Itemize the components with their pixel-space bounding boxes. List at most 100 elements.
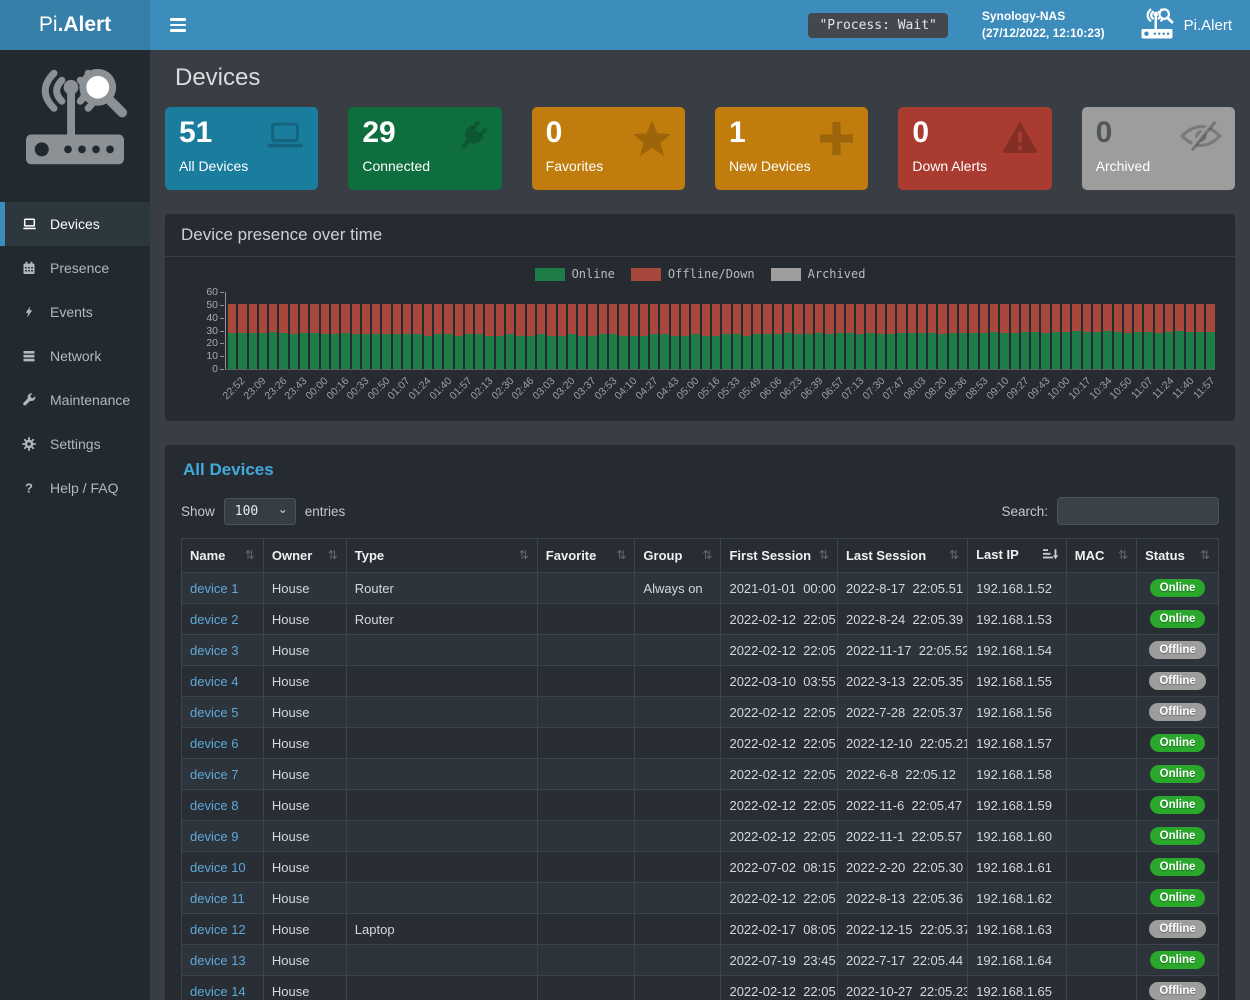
device-link[interactable]: device 11 (190, 890, 245, 906)
status-badge[interactable]: Online (1149, 796, 1206, 814)
device-link[interactable]: device 3 (190, 642, 239, 658)
status-badge[interactable]: Online (1149, 827, 1206, 845)
device-link[interactable]: device 10 (190, 859, 246, 875)
y-axis-tick-label: 50 (186, 299, 224, 311)
status-badge[interactable]: Online (1149, 889, 1206, 907)
column-header-label: Name (190, 548, 226, 563)
column-header-type[interactable]: ⇅ Type (345, 538, 538, 573)
sort-amount-asc-icon (1042, 548, 1058, 564)
sidebar-item-network[interactable]: Network (0, 334, 150, 378)
status-badge[interactable]: Offline (1149, 641, 1206, 659)
legend-item[interactable]: Offline/Down (630, 267, 755, 281)
device-link[interactable]: device 2 (190, 611, 239, 627)
status-badge[interactable]: Online (1149, 951, 1206, 969)
app-brand[interactable]: Pi.Alert (1139, 7, 1232, 43)
chart-bar (413, 292, 422, 369)
table-title: All Devices (183, 460, 274, 479)
sidebar-item-label: Maintenance (50, 392, 131, 408)
sidebar-item-devices[interactable]: Devices (0, 202, 150, 246)
status-badge[interactable]: Offline (1149, 982, 1206, 1000)
legend-item[interactable]: Archived (770, 267, 865, 281)
card-new-devices[interactable]: 1 New Devices (714, 107, 869, 190)
status-badge[interactable]: Offline (1149, 703, 1206, 721)
cell-owner: House (262, 727, 347, 759)
app-logo[interactable]: Pi .Alert (0, 0, 150, 50)
column-header-first-session[interactable]: ⇅ First Session (720, 538, 838, 573)
devices-table-header-row: ⇅ Name ⇅ Owner ⇅ Type ⇅ Favorite ⇅ Group ⇅ First Se… (181, 538, 1219, 573)
pialert-router-search-logo (0, 50, 150, 180)
card-all-devices[interactable]: 51 All Devices (165, 107, 319, 190)
cell-favorite (536, 665, 636, 697)
card-value: 0 (1095, 116, 1113, 149)
cell-group (634, 603, 722, 635)
sidebar-item-events[interactable]: Events (0, 290, 150, 334)
entries-label: entries (304, 503, 346, 519)
column-header-mac[interactable]: ⇅ MAC (1065, 538, 1138, 573)
cell-last-session: 2022-7-17 22:05.44 (836, 944, 969, 976)
chart-bar (1206, 292, 1215, 369)
status-badge[interactable]: Online (1149, 579, 1206, 597)
sidebar-item-maintenance[interactable]: Maintenance (0, 378, 150, 422)
card-connected[interactable]: 29 Connected (348, 107, 502, 190)
x-axis-tick-label: 04:10 (612, 375, 640, 403)
x-axis-tick-label: 01:07 (385, 375, 413, 403)
status-badge[interactable]: Offline (1149, 672, 1206, 690)
cell-first-session: 2022-03-10 03:55 (720, 665, 838, 697)
device-link[interactable]: device 6 (190, 735, 239, 751)
status-badge[interactable]: Online (1149, 610, 1206, 628)
device-link[interactable]: device 7 (190, 766, 239, 782)
device-link[interactable]: device 14 (190, 983, 246, 999)
cell-type (345, 758, 538, 790)
cell-favorite (536, 882, 636, 914)
card-down-alerts[interactable]: 0 Down Alerts (898, 107, 1052, 190)
page-length-select[interactable]: 100 (223, 497, 296, 525)
chart-bar (279, 292, 288, 369)
column-header-last-ip[interactable]: Last IP (967, 538, 1067, 573)
column-header-owner[interactable]: ⇅ Owner (262, 538, 347, 573)
device-link[interactable]: device 1 (190, 580, 239, 596)
status-badge[interactable]: Online (1149, 765, 1206, 783)
device-link[interactable]: device 8 (190, 797, 239, 813)
search-input[interactable] (1057, 497, 1219, 525)
chart-bar (320, 292, 329, 369)
device-link[interactable]: device 13 (190, 952, 246, 968)
legend-item[interactable]: Online (534, 267, 615, 281)
column-header-group[interactable]: ⇅ Group (634, 538, 722, 573)
card-favorites[interactable]: 0 Favorites (531, 107, 685, 190)
all-devices-panel: All Devices Show 100 ⌄ entries Search: ⇅… (165, 445, 1235, 1000)
card-archived[interactable]: 0 Archived (1081, 107, 1235, 190)
chart-bar (608, 292, 618, 369)
x-axis-tick-label: 07:47 (880, 375, 908, 403)
sort-both-icon: ⇅ (327, 548, 338, 562)
device-link[interactable]: device 5 (190, 704, 239, 720)
cell-type (345, 696, 538, 728)
chart-bar (330, 292, 340, 369)
status-badge[interactable]: Online (1149, 858, 1206, 876)
top-navbar: Pi .Alert "Process: Wait" Synology-NAS (2… (0, 0, 1250, 50)
chart-bar (258, 292, 268, 369)
x-axis-tick-label: 04:27 (633, 375, 661, 403)
column-header-status[interactable]: ⇅ Status (1136, 538, 1219, 573)
column-header-last-session[interactable]: ⇅ Last Session (836, 538, 969, 573)
sidebar-item-help-faq[interactable]: ? Help / FAQ (0, 466, 150, 510)
sidebar-item-presence[interactable]: Presence (0, 246, 150, 290)
device-link[interactable]: device 12 (190, 921, 246, 937)
sidebar-item-settings[interactable]: Settings (0, 422, 150, 466)
cell-status: Online (1136, 603, 1219, 635)
cell-mac (1065, 882, 1138, 914)
cell-owner: House (262, 820, 347, 852)
status-badge[interactable]: Online (1149, 734, 1206, 752)
device-link[interactable]: device 9 (190, 828, 239, 844)
sidebar-item-label: Settings (50, 436, 101, 452)
status-badge[interactable]: Offline (1149, 920, 1206, 938)
device-link[interactable]: device 4 (190, 673, 239, 689)
table-row: device 12 House Laptop 2022-02-17 08:05 2022… (181, 913, 1219, 945)
cell-last-session: 2022-8-24 22:05.39 (836, 603, 969, 635)
column-header-favorite[interactable]: ⇅ Favorite (536, 538, 636, 573)
cell-last-ip: 192.168.1.55 (967, 665, 1067, 697)
chart-bar (238, 292, 247, 369)
sidebar-toggle-hamburger-icon[interactable] (166, 12, 190, 38)
chart-bar (588, 292, 597, 369)
x-axis-tick-label: 07:30 (860, 375, 888, 403)
column-header-name[interactable]: ⇅ Name (181, 538, 264, 573)
